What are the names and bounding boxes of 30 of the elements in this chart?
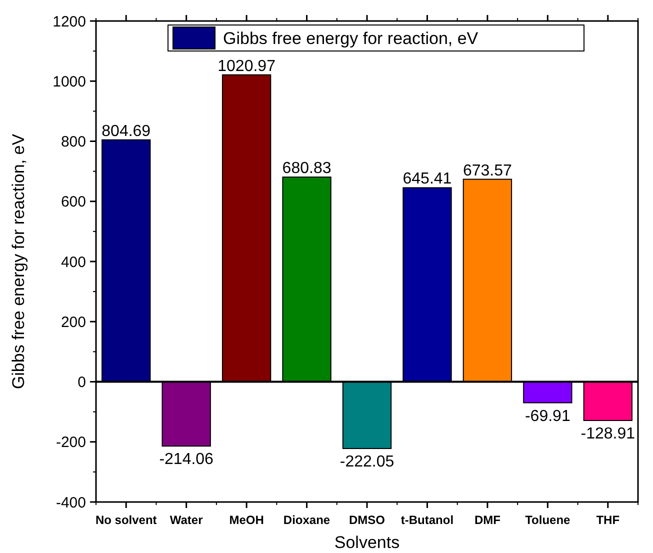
y-tick-label: 1000 bbox=[52, 73, 86, 90]
y-tick-label: -400 bbox=[56, 494, 86, 512]
y-tick-label: 1200 bbox=[52, 13, 86, 30]
legend-label: Gibbs free energy for reaction, eV bbox=[223, 28, 479, 48]
y-tick-label: 0 bbox=[78, 374, 86, 391]
x-tick-label: MeOH bbox=[229, 513, 264, 527]
y-tick-label: 800 bbox=[60, 134, 86, 150]
x-axis-title: Solvents bbox=[334, 533, 400, 552]
x-tick-label: DMF bbox=[474, 513, 500, 527]
y-tick-label: -200 bbox=[56, 434, 86, 452]
data-label: -69.91 bbox=[524, 408, 570, 425]
x-tick-label: DMSO bbox=[349, 513, 385, 527]
x-tick-label: Water bbox=[170, 513, 204, 527]
data-label: 680.83 bbox=[282, 160, 332, 178]
x-tick-label: No solvent bbox=[95, 513, 157, 527]
y-tick-label: 200 bbox=[60, 314, 86, 331]
y-axis-title: Gibbs free energy for reaction, eV bbox=[9, 133, 28, 390]
data-label: -214.06 bbox=[159, 451, 214, 468]
x-tick-label: Toluene bbox=[525, 513, 571, 527]
x-tick-label: THF bbox=[596, 513, 620, 527]
x-tick-label: Dioxane bbox=[283, 513, 330, 527]
data-label: 1020.97 bbox=[218, 58, 276, 75]
data-label: 673.57 bbox=[462, 162, 512, 180]
data-label: -222.05 bbox=[340, 454, 394, 471]
data-label: 804.69 bbox=[102, 122, 151, 140]
data-label: -128.91 bbox=[580, 426, 636, 443]
x-tick-label: t-Butanol bbox=[400, 513, 454, 527]
y-tick-label: 600 bbox=[60, 194, 86, 211]
data-label: 645.41 bbox=[402, 170, 452, 188]
y-tick-label: 400 bbox=[60, 254, 86, 271]
